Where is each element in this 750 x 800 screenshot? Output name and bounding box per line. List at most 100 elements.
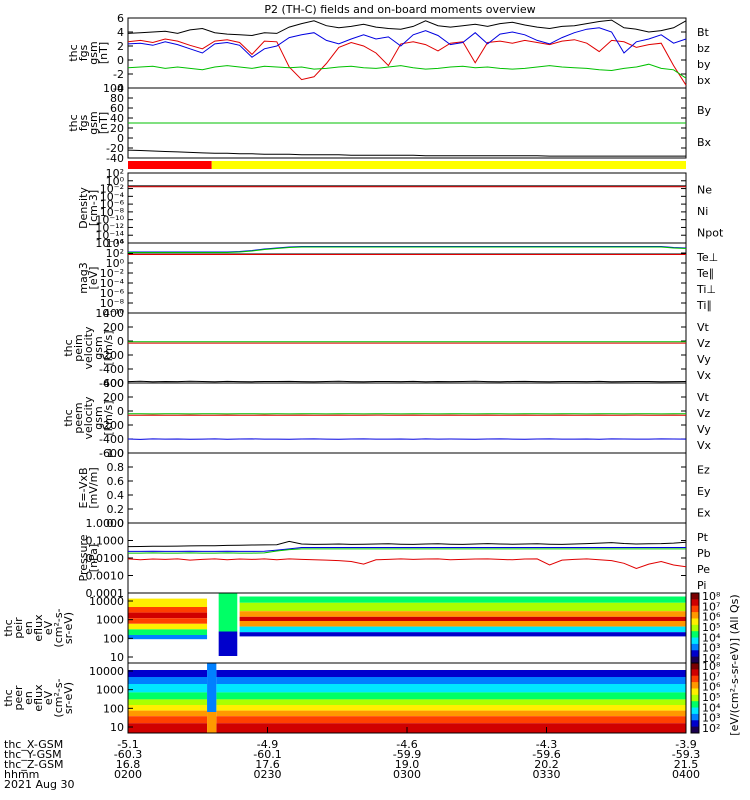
colorbar-step xyxy=(691,675,699,683)
y-tick-label: 0.2 xyxy=(107,503,125,516)
spectrogram-1: 10000 1000 100 10 thcpeirenefluxeV(cm²-s-sr-… xyxy=(2,592,687,664)
legend-Vy: Vy xyxy=(697,423,711,436)
ephemeris-label: thc_Z-GSM xyxy=(4,758,64,771)
ephemeris-value: 0400 xyxy=(672,768,700,781)
colorbar-tick-label: 10⁵ xyxy=(702,691,720,704)
spectrogram-band xyxy=(128,677,208,684)
y-tick-label: 10⁻⁴ xyxy=(100,190,125,203)
y-tick-label: 10 xyxy=(110,651,124,664)
y-axis-label: [nT] xyxy=(97,42,110,64)
ephemeris-value: -5.1 xyxy=(117,738,138,751)
y-tick-label: 0.0 xyxy=(107,517,125,530)
y-axis-label: eV xyxy=(42,690,55,705)
ephemeris-label: thc_Y-GSM xyxy=(4,748,62,761)
legend-Ez: Ez xyxy=(697,464,710,477)
spectrogram-band xyxy=(128,623,208,630)
y-tick-label: -4 xyxy=(113,82,124,95)
y-axis-label: thc xyxy=(2,689,15,706)
spectrogram-band xyxy=(216,710,686,717)
legend-Ne: Ne xyxy=(697,184,712,197)
y-tick-label: 10⁻¹² xyxy=(95,221,124,234)
colorbar-step xyxy=(691,688,699,696)
colorbar-tick-label: 10⁶ xyxy=(702,611,721,624)
legend-Npot: Npot xyxy=(697,226,724,239)
colorbar-frame xyxy=(690,662,700,734)
spectrogram-band xyxy=(128,723,208,733)
legend-Te∥: Te∥ xyxy=(696,267,714,280)
spectrogram-band xyxy=(128,710,208,717)
ephemeris-value: 0300 xyxy=(393,768,421,781)
y-axis-label: peer xyxy=(12,685,25,711)
legend-Ti⊥: Ti⊥ xyxy=(696,283,716,296)
y-tick-label: 400 xyxy=(103,377,124,390)
colorbar-step xyxy=(691,637,699,645)
y-axis-label: thc xyxy=(67,114,80,131)
y-tick-label: 10⁻⁶ xyxy=(100,198,125,211)
spectrogram-band xyxy=(239,616,686,621)
panel-frame xyxy=(127,522,687,594)
spectrogram-band xyxy=(216,677,686,684)
y-tick-label: 100 xyxy=(103,702,124,715)
y-tick-label: 0.1000 xyxy=(86,535,125,548)
series-line xyxy=(127,27,687,58)
spectrogram-band xyxy=(216,699,686,705)
y-tick-label: 10⁻⁴ xyxy=(100,277,125,290)
y-tick-label: 10⁻² xyxy=(100,183,124,196)
y-tick-label: 40 xyxy=(110,112,124,125)
legend-Pb: Pb xyxy=(697,547,711,560)
y-axis-label: velocity xyxy=(82,396,95,439)
ephemeris-value: -60.3 xyxy=(114,748,142,761)
y-axis-label: [mV/m] xyxy=(87,467,100,508)
y-tick-label: 10⁻¹⁴ xyxy=(95,229,124,242)
y-tick-label: -400 xyxy=(99,433,124,446)
ephemeris-value: -4.6 xyxy=(396,738,417,751)
colorbar-step xyxy=(691,631,699,639)
y-axis-label: en xyxy=(22,621,35,635)
legend-by: by xyxy=(697,58,711,71)
y-tick-label: 0 xyxy=(117,335,124,348)
legend-Ey: Ey xyxy=(697,485,711,498)
spectrogram-burst xyxy=(207,663,217,712)
y-axis-label: eV xyxy=(42,620,55,635)
panel-frame xyxy=(127,452,687,524)
legend-Pe: Pe xyxy=(697,563,710,576)
ephemeris-value: 20.2 xyxy=(534,758,559,771)
y-tick-label: 10 xyxy=(110,721,124,734)
date-label: 2021 Aug 30 xyxy=(4,778,74,791)
series-line xyxy=(127,19,687,37)
panel-frame xyxy=(127,312,687,384)
colorbar-tick-label: 10⁴ xyxy=(702,701,721,714)
colorbar-step xyxy=(691,612,699,619)
panel-8: 1.0000 0.1000 0.0100 0.0010 0.0001 Pressure[n… xyxy=(77,517,711,600)
series-line xyxy=(127,540,687,548)
y-axis-label: velocity xyxy=(82,326,95,369)
y-tick-label: 10² xyxy=(106,247,124,260)
colorbar-step xyxy=(691,605,699,613)
colorbar-step xyxy=(691,599,699,607)
legend-Vz: Vz xyxy=(697,337,711,350)
colorbar-step xyxy=(691,726,699,734)
spectrogram-band xyxy=(216,705,686,711)
spectrogram-band xyxy=(216,684,686,693)
colorbar-step xyxy=(691,643,699,651)
y-tick-label: 10⁻¹⁰ xyxy=(95,214,124,227)
y-axis-label: (cm²-s- xyxy=(52,678,65,717)
y-tick-label: -600 xyxy=(99,447,124,460)
colorbar-tick-label: 10⁵ xyxy=(702,621,720,634)
y-axis-label: thc xyxy=(62,339,75,356)
mode-bar-red xyxy=(128,161,212,169)
y-axis-label: [nT] xyxy=(97,112,110,134)
spectrogram-band xyxy=(128,716,208,724)
y-tick-label: -200 xyxy=(99,419,124,432)
colorbar-step xyxy=(691,701,699,709)
y-tick-label: 10⁻⁶ xyxy=(100,287,125,300)
ephemeris-value: -59.3 xyxy=(672,748,700,761)
y-tick-label: -200 xyxy=(99,349,124,362)
y-tick-label: -400 xyxy=(99,363,124,376)
y-tick-label: 10⁻⁸ xyxy=(100,206,125,219)
y-tick-label: 10⁻⁸ xyxy=(100,297,125,310)
y-axis-label: peem xyxy=(72,402,85,433)
colorbar-step xyxy=(691,682,699,689)
